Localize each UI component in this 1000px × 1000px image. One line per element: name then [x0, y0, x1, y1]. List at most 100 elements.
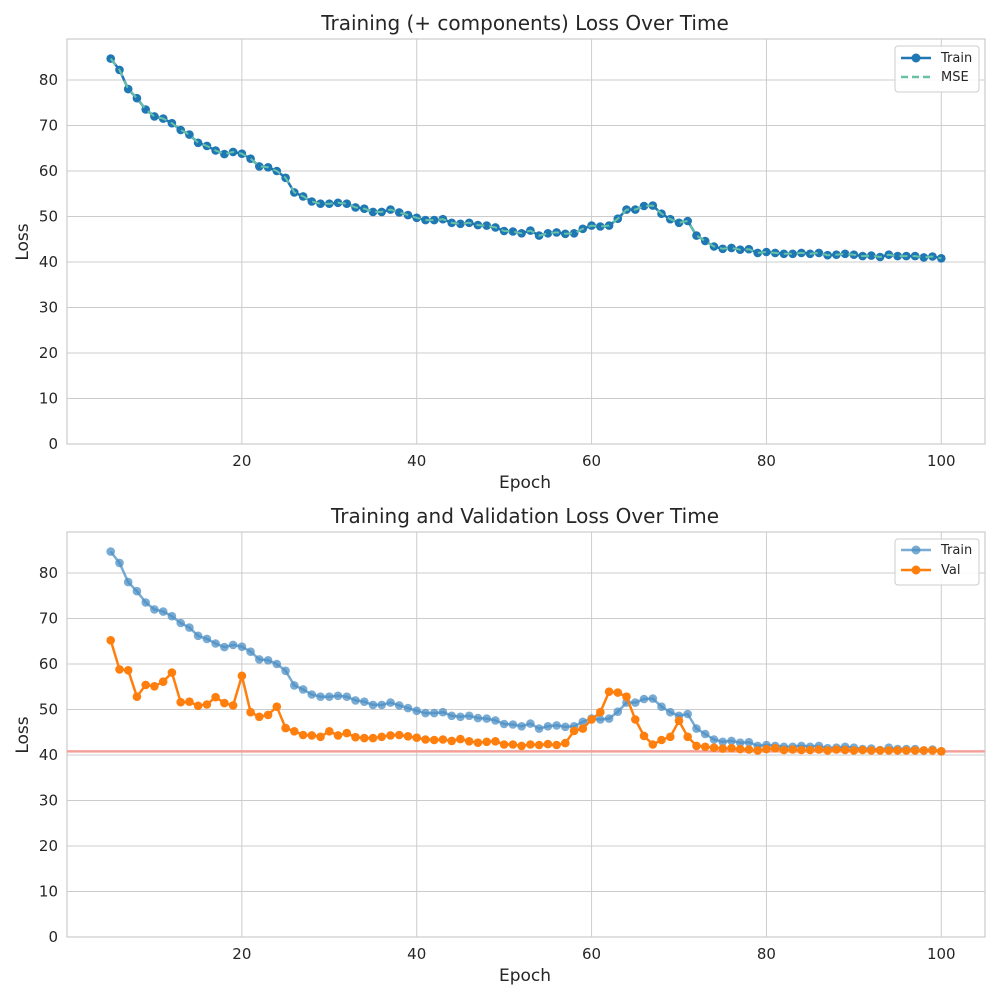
c2-val-point — [534, 740, 544, 750]
c2-train-point — [491, 716, 500, 725]
c2-train-point — [237, 642, 247, 651]
c2-val-point — [840, 745, 850, 755]
c2-val-point — [709, 743, 719, 752]
c2-train-point — [727, 736, 736, 746]
c2-series-train-line — [109, 550, 942, 753]
c2-train-point — [692, 724, 701, 733]
c1-train-point — [123, 84, 133, 94]
c2-val-point — [333, 731, 343, 740]
c2-train-point — [202, 634, 212, 644]
c2-val-point — [290, 727, 299, 736]
c1-y-tick-label: 20 — [39, 344, 58, 362]
c1-train-point — [394, 208, 404, 217]
c2-val-point — [893, 746, 902, 755]
c1-train-point — [596, 222, 605, 231]
chart1-plot-frame — [66, 38, 986, 445]
c2-train-point — [631, 698, 640, 707]
c2-train-point — [526, 719, 535, 728]
c2-train-point — [307, 690, 317, 699]
c1-x-tick-label: 20 — [232, 452, 251, 470]
c1-train-point — [220, 149, 229, 159]
c2-val-point — [429, 735, 439, 745]
c2-val-point — [517, 741, 526, 751]
c1-train-point — [919, 253, 929, 262]
c2-train-point — [648, 694, 658, 703]
c2-val-point — [456, 734, 465, 744]
c1-train-point — [482, 221, 492, 230]
c2-val-point — [211, 692, 220, 702]
chart-training-components: Training (+ components) Loss Over Time 0… — [13, 11, 986, 493]
c2-val-point — [167, 668, 177, 677]
c2-val-point — [858, 745, 867, 755]
c2-val-point — [272, 702, 282, 711]
c1-y-tick-label: 30 — [39, 298, 58, 316]
chart2-legend: Train Val — [894, 538, 980, 586]
c1-x-tick-label: 80 — [757, 452, 776, 470]
c2-val-point — [115, 665, 124, 674]
c2-train-point — [412, 706, 422, 716]
c2-train-point — [333, 691, 343, 701]
c2-val-point — [220, 698, 229, 708]
c1-train-point — [674, 218, 684, 228]
c1-train-point — [893, 251, 902, 261]
c2-train-point — [176, 618, 185, 628]
c2-val-point — [604, 687, 614, 696]
c1-y-tick-label: 50 — [39, 207, 58, 225]
c2-val-point — [569, 726, 579, 736]
c2-train-point — [499, 719, 509, 729]
c2-val-point — [823, 746, 832, 755]
c2-val-point — [666, 732, 675, 742]
c2-train-point — [272, 659, 282, 669]
c2-val-point — [394, 730, 404, 740]
c2-train-point — [604, 714, 614, 723]
c1-train-point — [543, 229, 553, 238]
c2-train-point — [351, 696, 360, 705]
c2-train-point — [123, 577, 133, 587]
c2-train-point — [482, 714, 492, 723]
chart2-grid — [67, 532, 985, 938]
c2-val-point — [639, 731, 649, 741]
c2-val-point — [797, 745, 806, 755]
c1-train-point — [316, 199, 325, 208]
c2-train-point — [298, 685, 308, 694]
c2-val-point — [762, 744, 771, 754]
c1-y-tick-label: 60 — [39, 162, 58, 180]
c1-x-tick-label: 100 — [927, 452, 956, 470]
c2-val-point — [403, 732, 413, 741]
c2-val-point — [464, 737, 474, 746]
c1-y-tick-label: 10 — [39, 389, 58, 407]
c2-val-point — [884, 746, 894, 755]
c1-y-tick-label: 80 — [39, 71, 58, 89]
c2-val-point — [727, 743, 736, 753]
c2-val-point — [307, 731, 317, 740]
c2-val-point — [578, 724, 588, 733]
c2-train-point — [342, 692, 352, 701]
c2-train-point — [132, 586, 142, 596]
c2-train-point — [552, 721, 561, 730]
c2-val-point — [351, 732, 360, 742]
c1-train-point — [368, 207, 378, 217]
c2-y-tick-label: 0 — [48, 928, 58, 946]
c2-val-point — [482, 737, 492, 747]
c2-val-point — [552, 740, 561, 750]
c2-train-point — [421, 708, 430, 718]
c2-train-point — [735, 738, 745, 747]
c1-x-tick-label: 40 — [407, 452, 426, 470]
c2-val-point — [613, 688, 623, 697]
c2-train-point — [473, 713, 483, 723]
c2-train-point — [517, 722, 526, 731]
c2-train-point — [394, 701, 404, 710]
c2-val-point — [648, 740, 658, 749]
c2-val-point — [849, 746, 859, 755]
c2-val-point — [281, 723, 290, 733]
c2-val-point — [141, 680, 150, 690]
chart2-legend-val-label: Val — [941, 563, 960, 578]
c1-train-point — [176, 125, 185, 135]
c1-y-tick-label: 70 — [39, 116, 58, 134]
c2-val-point — [368, 733, 378, 743]
c2-val-point — [910, 746, 920, 755]
c2-val-point — [814, 745, 824, 754]
c2-train-point — [185, 623, 194, 632]
c1-train-point — [867, 251, 876, 260]
c2-val-point — [700, 742, 710, 752]
